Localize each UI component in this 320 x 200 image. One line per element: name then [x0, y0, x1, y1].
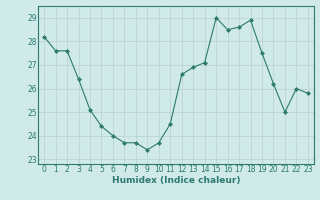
X-axis label: Humidex (Indice chaleur): Humidex (Indice chaleur): [112, 176, 240, 185]
